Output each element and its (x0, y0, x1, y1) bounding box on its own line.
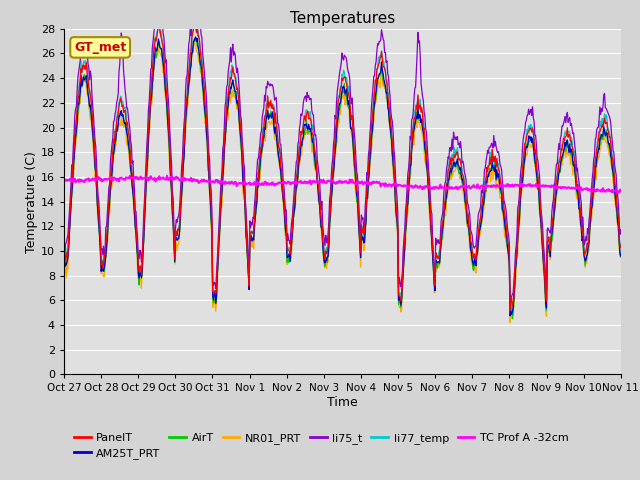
Text: GT_met: GT_met (74, 41, 126, 54)
Title: Temperatures: Temperatures (290, 11, 395, 26)
Y-axis label: Temperature (C): Temperature (C) (25, 151, 38, 252)
Legend: PanelT, AM25T_PRT, AirT, NR01_PRT, li75_t, li77_temp, TC Prof A -32cm: PanelT, AM25T_PRT, AirT, NR01_PRT, li75_… (70, 428, 573, 464)
X-axis label: Time: Time (327, 396, 358, 409)
